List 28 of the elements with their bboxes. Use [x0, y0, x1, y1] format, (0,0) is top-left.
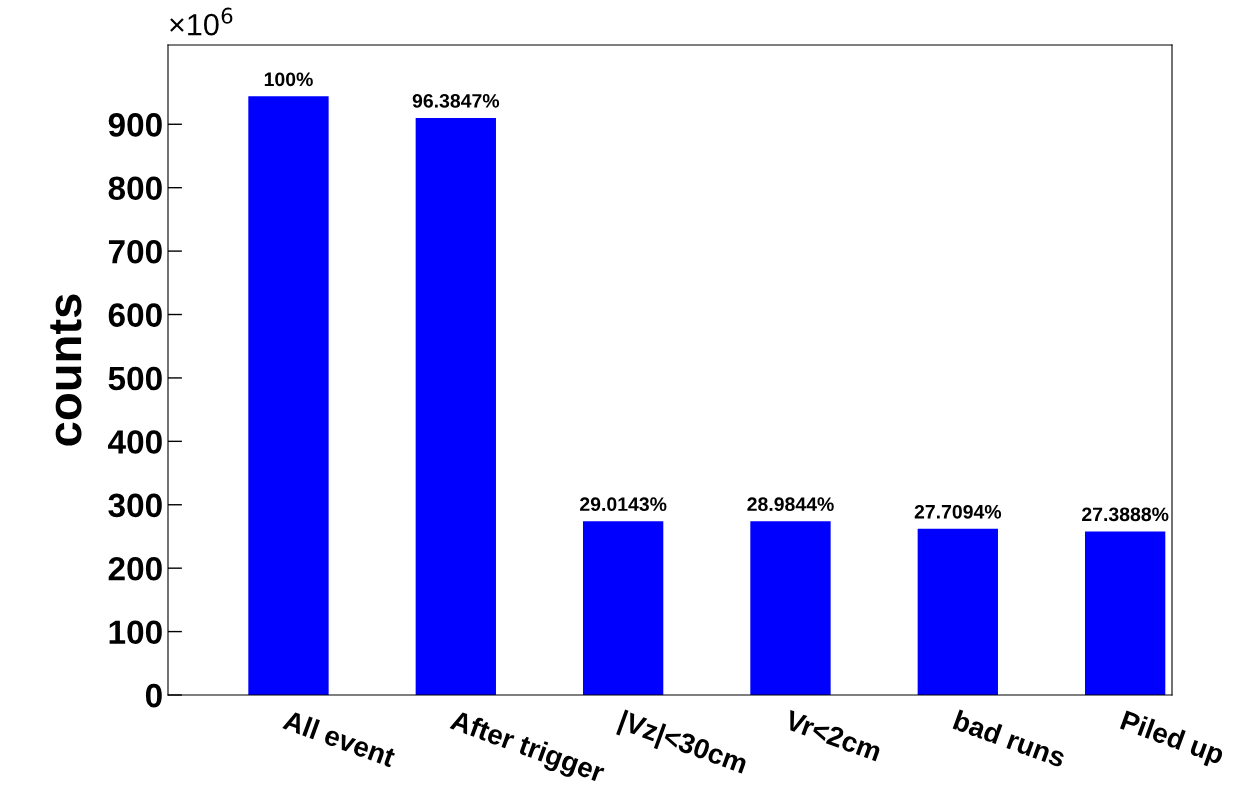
annotation: 27.7094% [914, 504, 1002, 519]
y-tick-label: 300 [108, 493, 162, 518]
y-tick-label: 600 [108, 303, 162, 327]
y-tick-label: 0 [145, 683, 162, 708]
x-tick-label: Piled up [1118, 709, 1226, 770]
x-tick-label: After trigger [447, 709, 607, 789]
x-tick-label: bad runs [952, 709, 1067, 768]
bar [248, 96, 329, 695]
annotation: 96.3847% [412, 93, 500, 108]
annotation: 28.9844% [747, 497, 834, 512]
y-tick-label: 400 [108, 430, 162, 454]
annotation: 29.0143% [580, 497, 667, 512]
bar [415, 117, 496, 695]
y-tick-label: 700 [108, 239, 162, 264]
bar [1084, 531, 1166, 695]
bar [917, 528, 998, 695]
annotation: 100% [264, 72, 313, 87]
text: ×10$^{6}$ [170, 7, 233, 36]
y-axis-title: counts [50, 294, 82, 446]
bar [750, 521, 831, 695]
y-tick-label: 100 [109, 620, 162, 644]
y-tick-label: 200 [108, 556, 162, 581]
x-tick-label: All event [282, 709, 397, 768]
annotation: 27.3888% [1082, 507, 1169, 522]
y-tick-label: 800 [108, 176, 162, 201]
y-tick-label: 500 [108, 366, 162, 391]
bar [582, 521, 664, 695]
y-tick-label: 900 [108, 113, 162, 137]
